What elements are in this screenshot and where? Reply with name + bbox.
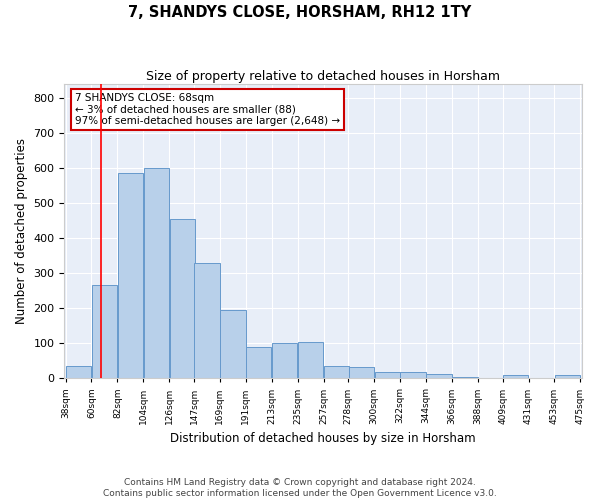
Bar: [298, 342, 323, 378]
Bar: [400, 372, 426, 378]
Title: Size of property relative to detached houses in Horsham: Size of property relative to detached ho…: [146, 70, 500, 83]
X-axis label: Distribution of detached houses by size in Horsham: Distribution of detached houses by size …: [170, 432, 476, 445]
Bar: [374, 372, 400, 378]
Bar: [143, 168, 169, 378]
Bar: [555, 376, 580, 378]
Bar: [349, 367, 374, 378]
Bar: [92, 286, 117, 378]
Text: Contains HM Land Registry data © Crown copyright and database right 2024.
Contai: Contains HM Land Registry data © Crown c…: [103, 478, 497, 498]
Bar: [220, 310, 245, 378]
Bar: [246, 347, 271, 378]
Bar: [324, 366, 349, 378]
Bar: [170, 219, 195, 378]
Text: 7, SHANDYS CLOSE, HORSHAM, RH12 1TY: 7, SHANDYS CLOSE, HORSHAM, RH12 1TY: [128, 5, 472, 20]
Text: 7 SHANDYS CLOSE: 68sqm
← 3% of detached houses are smaller (88)
97% of semi-deta: 7 SHANDYS CLOSE: 68sqm ← 3% of detached …: [75, 93, 340, 126]
Bar: [66, 366, 91, 378]
Bar: [427, 374, 452, 378]
Bar: [194, 262, 220, 378]
Bar: [452, 376, 478, 378]
Bar: [503, 376, 528, 378]
Y-axis label: Number of detached properties: Number of detached properties: [15, 138, 28, 324]
Bar: [118, 174, 143, 378]
Bar: [272, 342, 298, 378]
